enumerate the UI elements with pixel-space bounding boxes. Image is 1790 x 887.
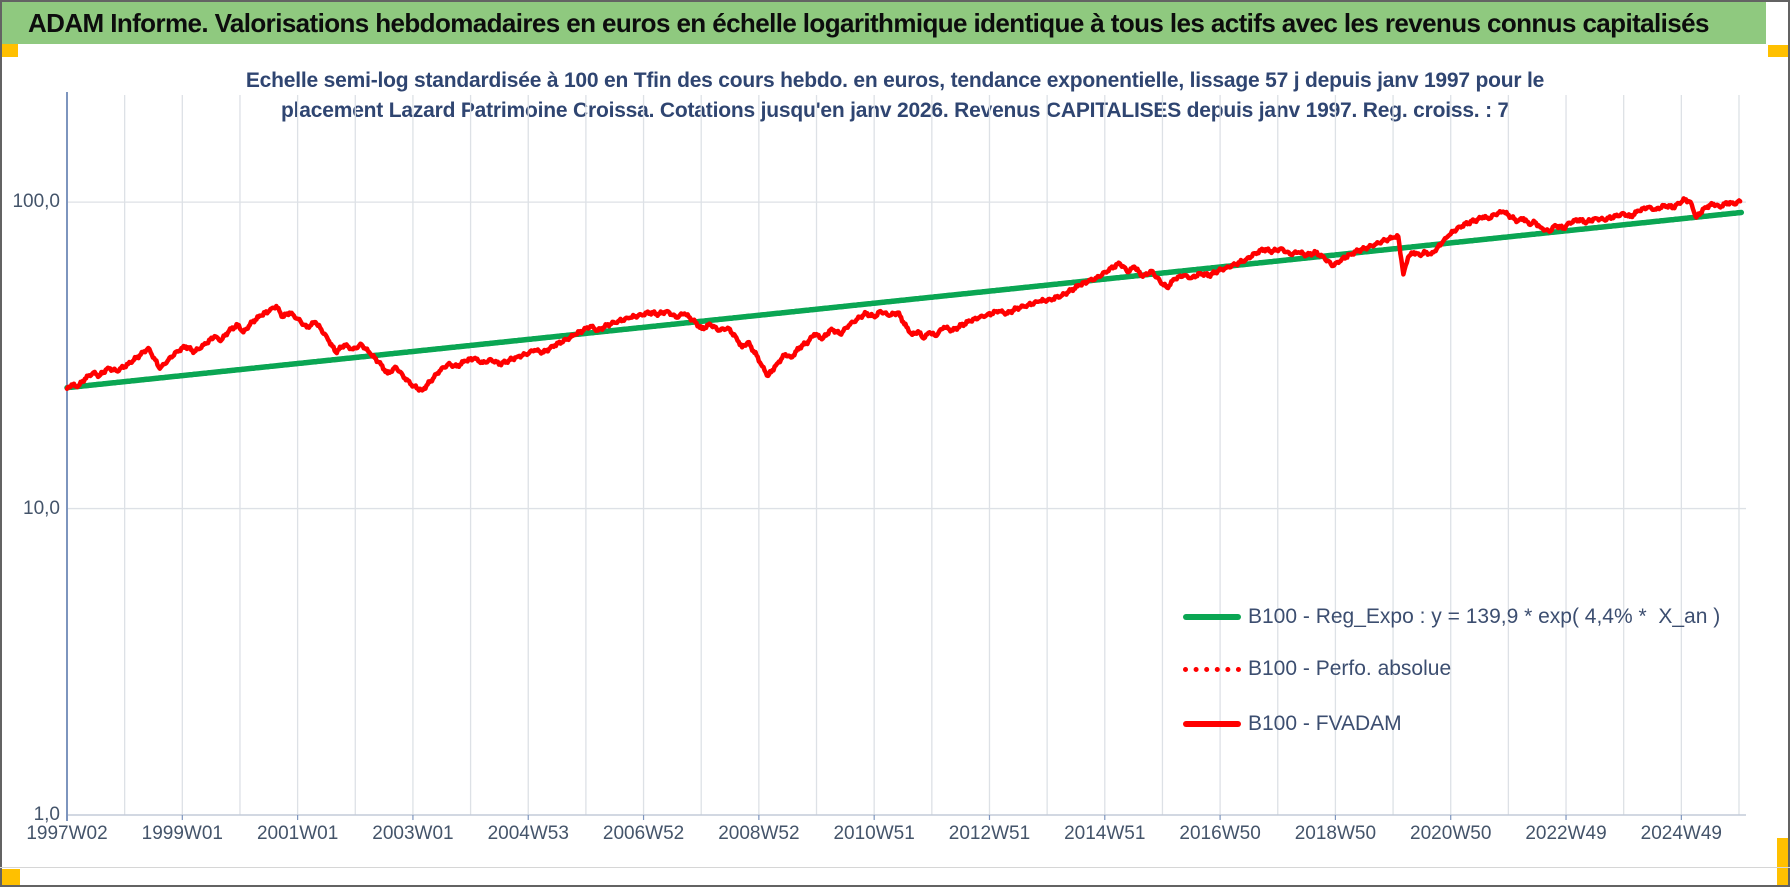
chart-title: Echelle semi-log standardisée à 100 en T… [100, 66, 1690, 126]
legend-dotted-line-icon [1183, 666, 1241, 672]
x-tick-label: 2016W50 [1179, 823, 1261, 844]
x-tick-label: 2010W51 [833, 823, 915, 844]
x-tick-label: 2012W51 [948, 823, 1031, 844]
x-tick-label: 2024W49 [1640, 823, 1722, 844]
legend-label: B100 - Perfo. absolue [1248, 657, 1452, 680]
legend-label: B100 - Reg_Expo : y = 139,9 * exp( 4,4% … [1248, 605, 1721, 628]
chart-title-line2: placement Lazard Patrimoine Croissa. Cot… [281, 99, 1509, 122]
x-tick-label: 2018W50 [1294, 823, 1377, 844]
header-bar: ADAM Informe. Valorisations hebdomadaire… [2, 2, 1766, 44]
legend-solid-line-icon [1183, 721, 1241, 727]
corner-mark-bottom-left [2, 869, 20, 885]
series-fvadam [64, 196, 1743, 393]
x-tick-label: 2022W49 [1525, 823, 1607, 844]
legend-solid-line-icon [1183, 614, 1241, 620]
y-tick-label: 10,0 [23, 497, 60, 519]
x-tick-label: 2006W52 [602, 823, 685, 844]
x-tick-label: 2001W01 [256, 823, 339, 844]
report-title: ADAM Informe. Valorisations hebdomadaire… [28, 7, 1709, 38]
corner-mark-top-right [1768, 45, 1788, 57]
legend-item: B100 - Reg_Expo : y = 139,9 * exp( 4,4% … [1183, 605, 1720, 629]
x-tick-label: 2008W52 [718, 823, 800, 844]
x-tick-label: 2003W01 [372, 823, 454, 844]
x-tick-label: 2014W51 [1064, 823, 1146, 844]
chart-title-line1: Echelle semi-log standardisée à 100 en T… [245, 69, 1545, 92]
x-tick-label: 1999W01 [141, 823, 223, 844]
corner-mark-bottom-right [1777, 838, 1788, 885]
legend-item: B100 - FVADAM [1183, 712, 1402, 736]
x-tick-label: 1997W02 [26, 823, 108, 844]
legend-label: B100 - FVADAM [1248, 712, 1402, 735]
y-tick-label: 100,0 [12, 191, 60, 213]
bottom-divider [0, 867, 1790, 868]
x-tick-label: 2020W50 [1410, 823, 1492, 844]
x-tick-label: 2004W53 [487, 823, 569, 844]
corner-mark-top-left [2, 44, 18, 57]
legend-item: B100 - Perfo. absolue [1183, 657, 1451, 681]
y-tick-label: 1,0 [33, 804, 60, 825]
series-reg-expo [64, 209, 1745, 391]
